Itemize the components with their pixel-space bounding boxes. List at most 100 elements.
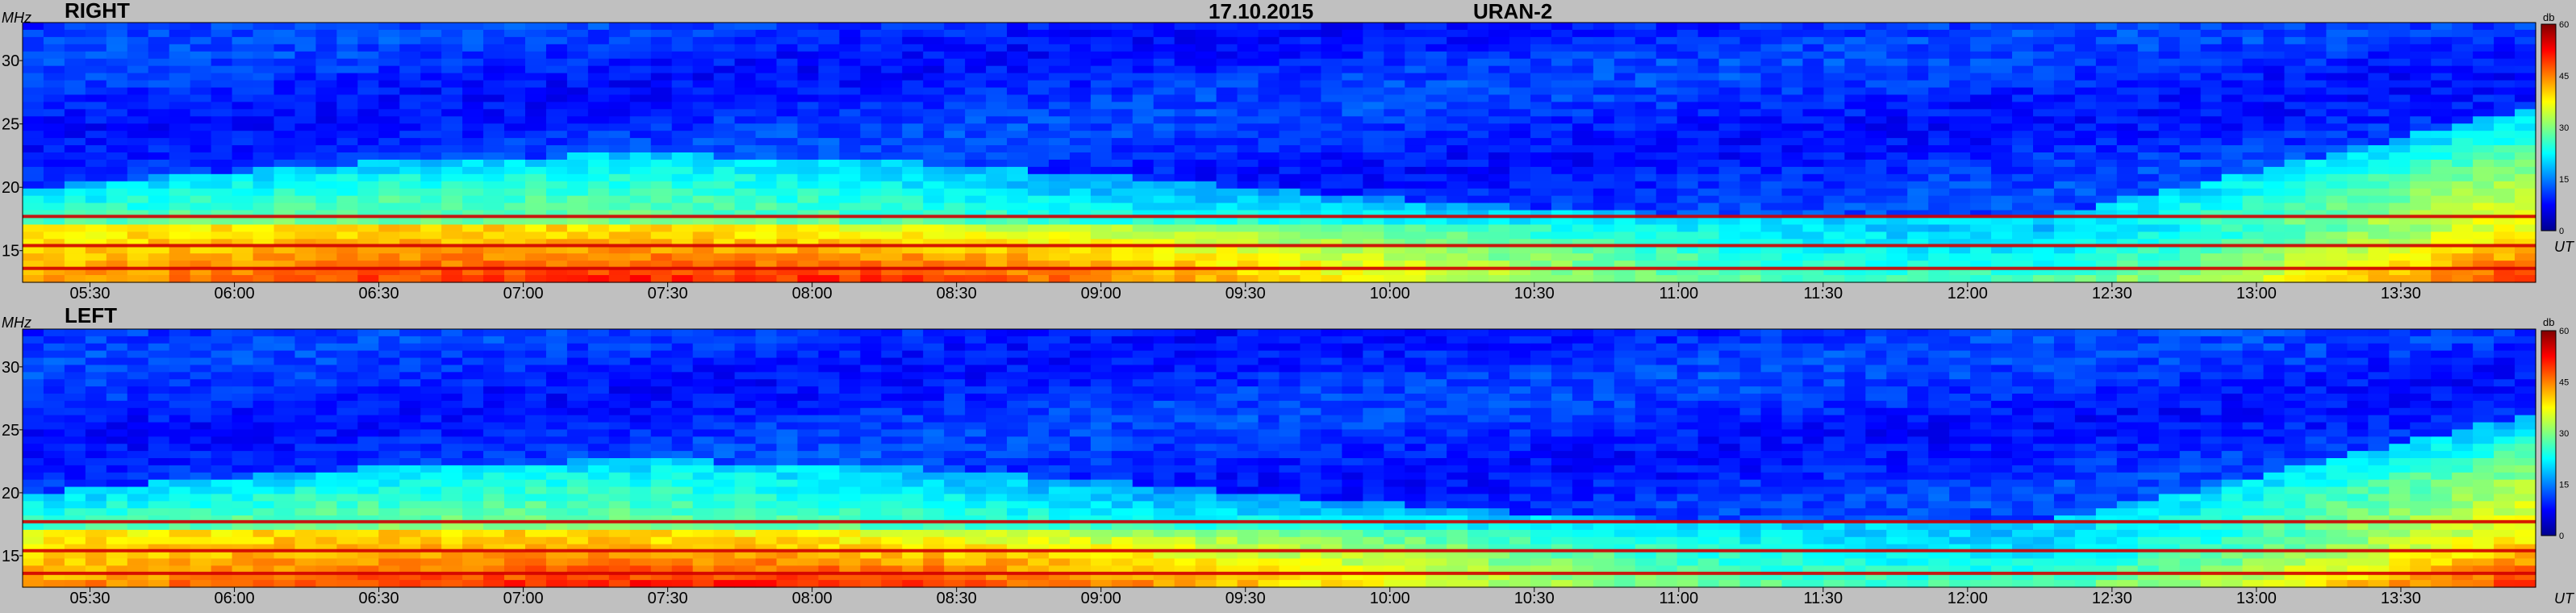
spectrogram-cell	[650, 239, 673, 247]
spectrogram-cell	[169, 451, 191, 459]
spectrogram-cell	[43, 231, 65, 240]
spectrogram-cell	[2263, 195, 2286, 204]
spectrogram-cell	[294, 580, 317, 588]
spectrogram-cell	[1174, 73, 1196, 81]
spectrogram-cell	[420, 159, 442, 168]
spectrogram-cell	[190, 173, 212, 182]
spectrogram-cell	[1697, 58, 1720, 67]
spectrogram-cell	[1069, 145, 1092, 153]
spectrogram-cell	[127, 51, 149, 60]
spectrogram-cell	[64, 58, 86, 67]
spectrogram-cell	[253, 231, 275, 240]
spectrogram-cell	[43, 407, 65, 416]
spectrogram-cell	[294, 501, 317, 509]
spectrogram-cell	[1468, 36, 1489, 45]
spectrogram-cell	[1447, 145, 1468, 153]
spectrogram-cell	[43, 275, 65, 283]
spectrogram-cell	[64, 350, 86, 359]
spectrogram-cell	[2515, 268, 2536, 276]
spectrogram-cell	[253, 357, 275, 366]
spectrogram-cell	[148, 145, 170, 153]
spectrogram-cell	[1970, 123, 1992, 131]
spectrogram-cell	[545, 80, 568, 89]
spectrogram-cell	[23, 159, 44, 168]
spectrogram-cell	[2347, 195, 2369, 204]
spectrogram-cell	[1676, 188, 1699, 197]
spectrogram-cell	[190, 44, 212, 52]
spectrogram-cell	[1970, 102, 1992, 110]
spectrogram-cell	[965, 173, 987, 182]
spectrogram-cell	[986, 275, 1008, 283]
spectrogram-cell	[1384, 166, 1405, 175]
spectrogram-cell	[1865, 261, 1887, 269]
spectrogram-cell	[1174, 44, 1196, 52]
spectrogram-cell	[1509, 73, 1531, 81]
spectrogram-cell	[1090, 73, 1113, 81]
spectrogram-cell	[2368, 210, 2390, 219]
spectrogram-cell	[776, 152, 799, 161]
spectrogram-cell	[23, 529, 44, 538]
spectrogram-cell	[1321, 166, 1342, 175]
spectrogram-cell	[420, 94, 442, 102]
spectrogram-cell	[232, 565, 254, 573]
spectrogram-cell	[1216, 217, 1238, 226]
spectrogram-cell	[23, 372, 44, 380]
spectrogram-cell	[43, 365, 65, 373]
spectrogram-cell	[1970, 44, 1992, 52]
spectrogram-cell	[253, 44, 275, 52]
spectrogram-cell	[2179, 217, 2202, 226]
spectrogram-cell	[273, 210, 296, 219]
spectrogram-cell	[1572, 246, 1594, 254]
spectrogram-cell	[1907, 195, 1929, 204]
x-tick-label: 10:30	[1514, 285, 1555, 302]
spectrogram-cell	[1760, 217, 1783, 226]
spectrogram-cell	[169, 51, 191, 60]
spectrogram-cell	[1132, 109, 1154, 117]
spectrogram-cell	[1447, 51, 1468, 60]
spectrogram-cell	[1468, 152, 1489, 161]
spectrogram-cell	[85, 123, 107, 131]
spectrogram-cell	[1907, 210, 1929, 219]
spectrogram-cell	[1614, 131, 1636, 139]
spectrogram-cell	[148, 386, 170, 394]
spectrogram-cell	[1216, 123, 1238, 131]
spectrogram-cell	[671, 275, 694, 283]
spectrogram-cell	[1258, 51, 1280, 60]
spectrogram-cell	[2452, 44, 2474, 52]
spectrogram-cell	[1509, 65, 1531, 74]
spectrogram-cell	[2012, 239, 2034, 247]
spectrogram-cell	[2305, 202, 2328, 211]
spectrogram-cell	[671, 181, 694, 190]
spectrogram-cell	[1090, 173, 1113, 182]
spectrogram-cell	[1760, 210, 1783, 219]
spectrogram-cell	[357, 429, 379, 437]
spectrogram-cell	[692, 94, 715, 102]
spectrogram-cell	[2158, 65, 2181, 74]
spectrogram-cell	[1676, 109, 1699, 117]
spectrogram-cell	[1216, 29, 1238, 38]
spectrogram-cell	[2200, 202, 2223, 211]
spectrogram-cell	[2515, 159, 2536, 168]
spectrogram-cell	[504, 181, 526, 190]
spectrogram-cell	[734, 181, 757, 190]
spectrogram-cell	[2242, 268, 2265, 276]
spectrogram-cell	[797, 166, 820, 175]
spectrogram-cell	[818, 145, 840, 153]
spectrogram-cell	[1048, 123, 1071, 131]
spectrogram-cell	[797, 116, 820, 124]
spectrogram-cell	[923, 166, 945, 175]
spectrogram-cell	[881, 36, 903, 45]
spectrogram-cell	[881, 224, 903, 232]
spectrogram-cell	[902, 87, 924, 96]
spectrogram-cell	[2431, 44, 2453, 52]
spectrogram-cell	[273, 217, 296, 226]
spectrogram-cell	[2158, 138, 2181, 146]
spectrogram-cell	[2368, 195, 2390, 204]
spectrogram-cell	[2305, 261, 2328, 269]
spectrogram-cell	[2179, 275, 2202, 283]
spectrogram-cell	[1405, 102, 1426, 110]
spectrogram-cell	[2473, 51, 2495, 60]
spectrogram-cell	[2200, 123, 2223, 131]
spectrogram-cell	[1802, 166, 1825, 175]
spectrogram-cell	[545, 73, 568, 81]
